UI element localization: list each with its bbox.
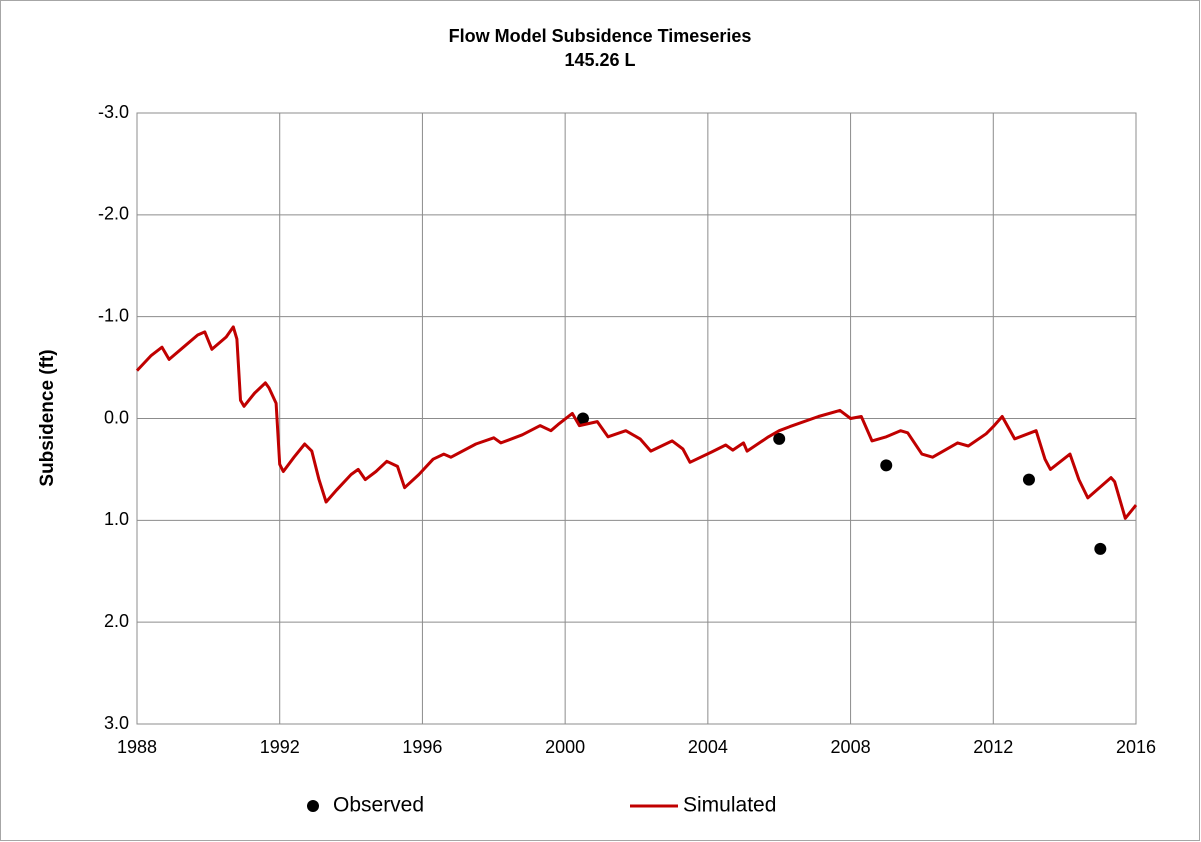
observed-point xyxy=(576,412,589,425)
x-tick-label: 2004 xyxy=(688,737,728,757)
x-tick-label: 2000 xyxy=(545,737,585,757)
y-axis-label: Subsidence (ft) xyxy=(37,349,58,486)
simulated-line xyxy=(135,325,1138,520)
legend-label: Observed xyxy=(333,794,424,817)
x-tick-label: 2016 xyxy=(1116,737,1156,757)
y-tick-label: 1.0 xyxy=(104,509,129,529)
legend-marker xyxy=(307,800,319,812)
x-tick-label: 2012 xyxy=(973,737,1013,757)
y-tick-label: -2.0 xyxy=(98,204,129,224)
y-tick-label: -3.0 xyxy=(98,102,129,122)
observed-point xyxy=(773,432,786,445)
y-tick-label: 0.0 xyxy=(104,407,129,427)
observed-point xyxy=(1094,542,1107,555)
y-tick-label: -1.0 xyxy=(98,305,129,325)
x-tick-label: 2008 xyxy=(831,737,871,757)
x-tick-label: 1992 xyxy=(260,737,300,757)
y-tick-label: 3.0 xyxy=(104,713,129,733)
plot-border xyxy=(136,112,1137,725)
x-tick-label: 1988 xyxy=(117,737,157,757)
legend-label: Simulated xyxy=(683,794,776,817)
observed-point xyxy=(1022,473,1035,486)
chart-subtitle: 145.26 L xyxy=(564,50,635,70)
chart-title: Flow Model Subsidence Timeseries xyxy=(449,26,752,46)
x-tick-label: 1996 xyxy=(402,737,442,757)
y-tick-label: 2.0 xyxy=(104,611,129,631)
observed-point xyxy=(880,459,893,472)
